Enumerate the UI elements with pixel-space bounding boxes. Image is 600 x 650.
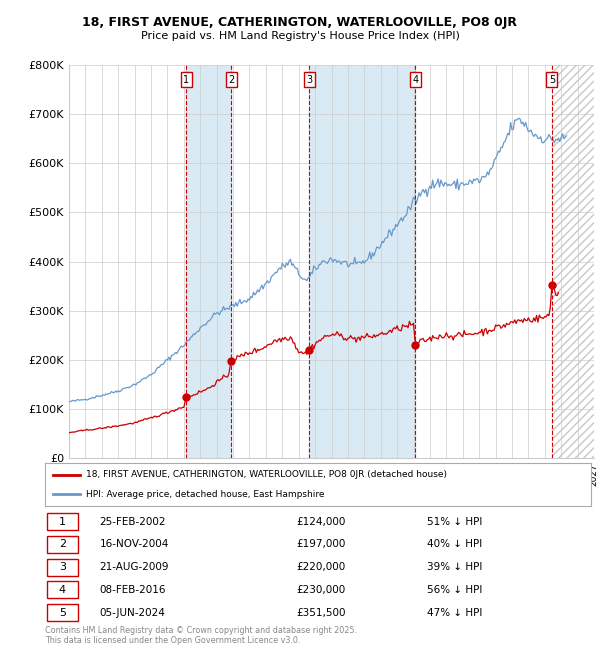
Text: 2: 2 bbox=[228, 75, 234, 84]
FancyBboxPatch shape bbox=[47, 604, 79, 621]
Text: 40% ↓ HPI: 40% ↓ HPI bbox=[427, 540, 482, 549]
Text: HPI: Average price, detached house, East Hampshire: HPI: Average price, detached house, East… bbox=[86, 490, 325, 499]
Text: £230,000: £230,000 bbox=[296, 585, 346, 595]
Text: 47% ↓ HPI: 47% ↓ HPI bbox=[427, 608, 482, 617]
Text: 51% ↓ HPI: 51% ↓ HPI bbox=[427, 517, 482, 526]
Text: 4: 4 bbox=[412, 75, 418, 84]
Text: 21-AUG-2009: 21-AUG-2009 bbox=[100, 562, 169, 572]
Bar bbox=[186, 65, 231, 458]
Text: 4: 4 bbox=[59, 585, 66, 595]
Bar bbox=[552, 65, 594, 458]
Text: £197,000: £197,000 bbox=[296, 540, 346, 549]
FancyBboxPatch shape bbox=[47, 581, 79, 599]
Text: 2: 2 bbox=[59, 540, 66, 549]
Text: 05-JUN-2024: 05-JUN-2024 bbox=[100, 608, 166, 617]
Text: 56% ↓ HPI: 56% ↓ HPI bbox=[427, 585, 482, 595]
Text: 5: 5 bbox=[59, 608, 66, 617]
Text: 1: 1 bbox=[183, 75, 189, 84]
Text: £351,500: £351,500 bbox=[296, 608, 346, 617]
Text: 16-NOV-2004: 16-NOV-2004 bbox=[100, 540, 169, 549]
Text: 39% ↓ HPI: 39% ↓ HPI bbox=[427, 562, 482, 572]
Text: Price paid vs. HM Land Registry's House Price Index (HPI): Price paid vs. HM Land Registry's House … bbox=[140, 31, 460, 41]
Text: 3: 3 bbox=[59, 562, 66, 572]
Text: 18, FIRST AVENUE, CATHERINGTON, WATERLOOVILLE, PO8 0JR: 18, FIRST AVENUE, CATHERINGTON, WATERLOO… bbox=[83, 16, 517, 29]
FancyBboxPatch shape bbox=[47, 513, 79, 530]
FancyBboxPatch shape bbox=[47, 558, 79, 576]
Text: 18, FIRST AVENUE, CATHERINGTON, WATERLOOVILLE, PO8 0JR (detached house): 18, FIRST AVENUE, CATHERINGTON, WATERLOO… bbox=[86, 471, 447, 479]
Bar bbox=[309, 65, 415, 458]
FancyBboxPatch shape bbox=[47, 536, 79, 553]
Bar bbox=[552, 65, 594, 458]
Text: 3: 3 bbox=[306, 75, 312, 84]
Text: £124,000: £124,000 bbox=[296, 517, 346, 526]
Text: 08-FEB-2016: 08-FEB-2016 bbox=[100, 585, 166, 595]
Text: 25-FEB-2002: 25-FEB-2002 bbox=[100, 517, 166, 526]
Text: 5: 5 bbox=[549, 75, 555, 84]
Text: £220,000: £220,000 bbox=[296, 562, 346, 572]
Text: Contains HM Land Registry data © Crown copyright and database right 2025.
This d: Contains HM Land Registry data © Crown c… bbox=[45, 626, 357, 645]
Text: 1: 1 bbox=[59, 517, 66, 526]
